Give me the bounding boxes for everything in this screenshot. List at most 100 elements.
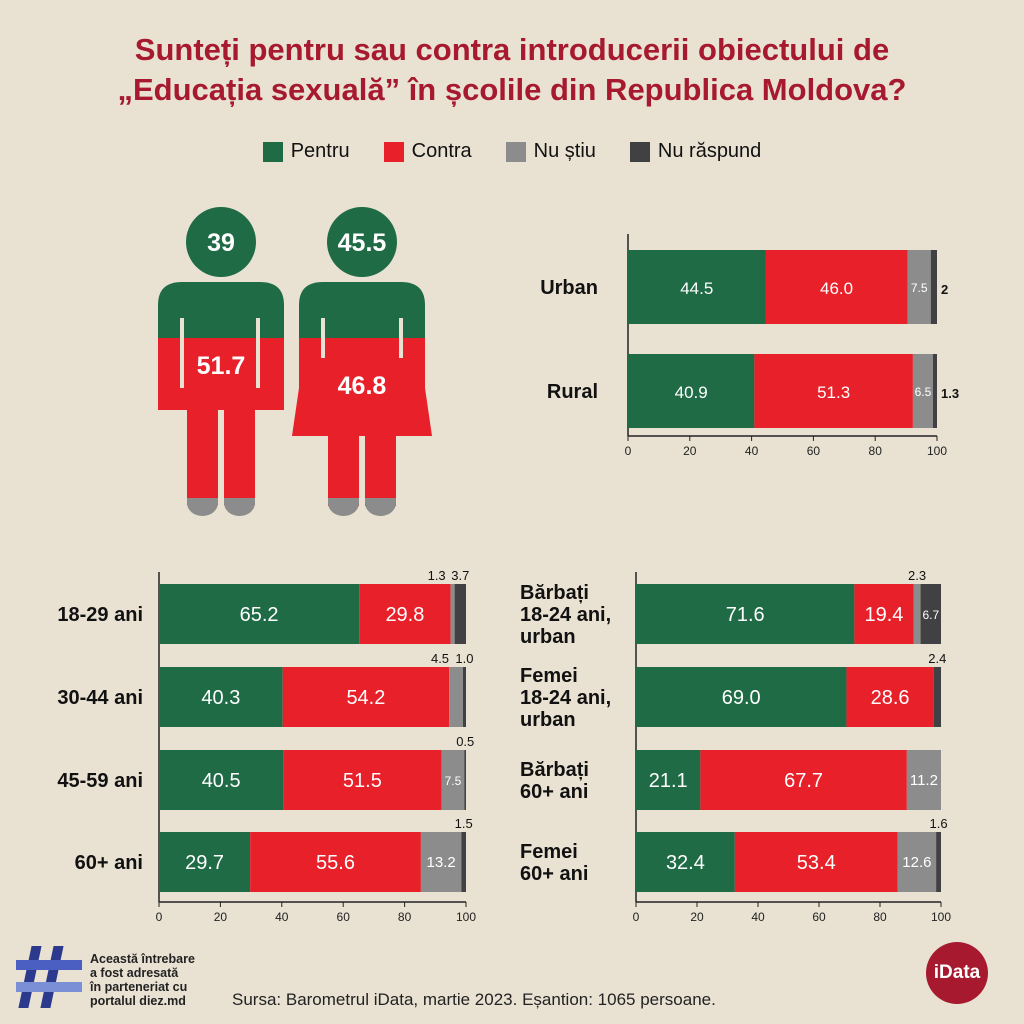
x-tick-label: 100	[456, 910, 476, 924]
bar-segment-contra	[700, 750, 907, 810]
category-label: 18-24 ani,	[520, 604, 611, 626]
legend-swatch-pentru	[262, 141, 283, 162]
data-label-nu-raspund: 6.7	[922, 608, 939, 622]
x-tick-label: 20	[690, 910, 704, 924]
female-head	[327, 207, 397, 277]
category-label: 60+ ani	[520, 863, 588, 885]
bar-segment-nu-raspund	[932, 354, 937, 428]
x-tick-label: 0	[625, 444, 632, 458]
category-label: urban	[520, 626, 576, 648]
female-shoe-right	[365, 498, 396, 517]
data-label-contra: 53.4	[797, 852, 836, 874]
bar-segment-contra	[765, 250, 908, 324]
bar-segment-pentru	[628, 250, 766, 324]
bar-segment-nu-stiu	[449, 667, 463, 727]
partner-note-line: Această întrebare	[90, 952, 195, 966]
data-label-nu-raspund: 3.7	[451, 568, 469, 583]
bar-segment-nu-raspund	[936, 832, 941, 892]
data-label-contra: 19.4	[864, 604, 903, 626]
legend-swatch-contra	[383, 141, 404, 162]
bar-segment-contra	[846, 667, 934, 727]
bar-segment-contra	[734, 832, 898, 892]
data-label-nu-raspund: 2	[941, 282, 948, 297]
legend-label-nu-stiu: Nu știu	[533, 140, 596, 162]
bar-segment-pentru	[159, 832, 251, 892]
female-leg-left	[328, 436, 359, 506]
male-torso-green	[158, 282, 284, 338]
data-label-nu-stiu: 4.5	[431, 651, 449, 666]
bar-segment-pentru	[159, 667, 283, 727]
x-tick-label: 20	[214, 910, 228, 924]
x-tick-label: 80	[869, 444, 883, 458]
bar-segment-nu-stiu	[450, 584, 455, 644]
category-label: Rural	[547, 381, 598, 403]
data-label-pentru: 29.7	[185, 852, 224, 874]
legend-item-contra: Contra	[383, 140, 472, 163]
female-pentru-label: 45.5	[338, 229, 387, 257]
category-label: Urban	[540, 277, 598, 299]
category-label: 60+ ani	[520, 781, 588, 803]
data-label-nu-stiu: 6.5	[915, 385, 932, 399]
bar-segment-nu-stiu	[912, 354, 933, 428]
bar-segment-contra	[250, 832, 421, 892]
data-label-contra: 46.0	[820, 279, 853, 298]
legend-item-nu-raspund: Nu răspund	[629, 140, 762, 163]
x-tick-label: 60	[807, 444, 821, 458]
bar-segment-pentru	[159, 584, 360, 644]
bar-segment-nu-stiu	[913, 584, 921, 644]
category-label: Femei	[520, 665, 578, 687]
male-leg-left	[187, 405, 218, 505]
female-contra-label: 46.8	[338, 372, 387, 400]
data-label-pentru: 44.5	[680, 279, 713, 298]
legend: Pentru Contra Nu știu Nu răspund	[0, 140, 1024, 163]
data-label-contra: 67.7	[784, 770, 823, 792]
category-label: Bărbați	[520, 759, 589, 781]
data-label-contra: 51.5	[343, 770, 382, 792]
male-contra-label: 51.7	[197, 352, 246, 380]
category-label: urban	[520, 709, 576, 731]
data-label-nu-stiu: 12.6	[902, 854, 931, 871]
female-arm-gap-left	[321, 318, 325, 358]
x-tick-label: 40	[275, 910, 289, 924]
male-torso-red	[158, 338, 284, 410]
chart-title: Sunteți pentru sau contra introducerii o…	[0, 30, 1024, 110]
bar-segment-nu-stiu	[441, 750, 465, 810]
data-label-contra: 55.6	[316, 852, 355, 874]
bar-segment-nu-raspund	[462, 667, 466, 727]
data-label-contra: 51.3	[817, 383, 850, 402]
female-shoe-left	[328, 498, 359, 517]
data-label-nu-raspund: 1.5	[455, 816, 473, 831]
data-label-nu-raspund: 0.5	[456, 734, 474, 749]
data-label-nu-raspund: 1.6	[930, 816, 948, 831]
source-note: Sursa: Barometrul iData, martie 2023. Eș…	[232, 990, 716, 1009]
data-label-nu-stiu: 1.3	[428, 568, 446, 583]
partner-note: Această întrebare a fost adresată în par…	[90, 952, 230, 1008]
data-label-pentru: 40.9	[675, 383, 708, 402]
category-label: Femei	[520, 841, 578, 863]
bar-segment-contra	[283, 750, 442, 810]
category-label: 45-59 ani	[57, 770, 143, 792]
data-label-nu-raspund: 1.3	[941, 386, 959, 401]
data-label-nu-stiu: 7.5	[911, 281, 928, 295]
bar-segment-nu-raspund	[933, 667, 941, 727]
x-tick-label: 0	[156, 910, 163, 924]
category-label: 18-29 ani	[57, 604, 143, 626]
male-shoe-right	[224, 498, 255, 517]
data-label-pentru: 40.3	[201, 687, 240, 709]
partner-note-line: în parteneriat cu	[90, 980, 188, 994]
data-label-pentru: 32.4	[666, 852, 705, 874]
male-figure: 39 51.7	[158, 207, 284, 517]
bar-segment-nu-stiu	[420, 832, 462, 892]
x-tick-label: 60	[337, 910, 351, 924]
bar-segment-pentru	[636, 667, 847, 727]
data-label-pentru: 71.6	[726, 604, 765, 626]
chart-1: 0 20 40 60 80 100 Urban 44.5 46.0 7.5 2 Rural 40.9 51…	[540, 234, 959, 458]
data-label-nu-raspund: 2.4	[928, 651, 946, 666]
partner-note-line: portalul diez.md	[90, 994, 186, 1008]
legend-label-nu-raspund: Nu răspund	[657, 140, 762, 162]
data-label-pentru: 21.1	[649, 770, 688, 792]
bar-segment-pentru	[628, 354, 755, 428]
legend-label-pentru: Pentru	[290, 140, 350, 162]
